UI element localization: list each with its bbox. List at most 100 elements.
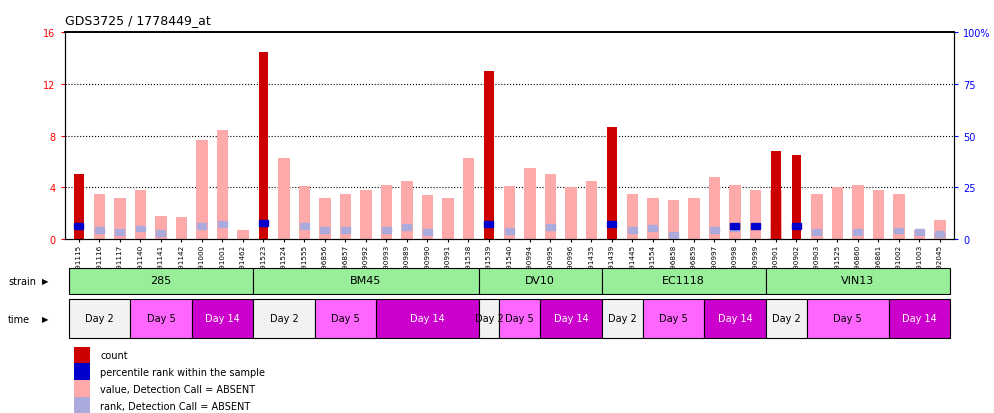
Text: Day 2: Day 2: [269, 313, 298, 323]
Bar: [93, 195, 105, 240]
Bar: [136, 226, 145, 232]
Bar: [627, 195, 638, 240]
Bar: [376, 299, 479, 339]
Text: time: time: [8, 314, 30, 324]
Bar: [95, 228, 104, 233]
Bar: [479, 268, 601, 294]
Bar: [192, 299, 253, 339]
Bar: [852, 185, 864, 240]
Bar: [731, 225, 740, 231]
Bar: [566, 188, 577, 240]
Bar: [422, 230, 432, 235]
Bar: [340, 195, 351, 240]
Bar: [894, 195, 905, 240]
Bar: [647, 198, 659, 240]
Bar: [156, 231, 165, 237]
Bar: [69, 299, 130, 339]
Bar: [130, 299, 192, 339]
Bar: [873, 190, 884, 240]
Bar: [75, 223, 83, 229]
Bar: [499, 299, 540, 339]
Bar: [854, 230, 863, 235]
Bar: [913, 230, 925, 240]
Bar: [198, 224, 207, 229]
Bar: [258, 221, 268, 226]
Bar: [484, 221, 493, 227]
Bar: [74, 380, 89, 399]
Bar: [546, 225, 555, 230]
Text: strain: strain: [8, 276, 36, 286]
Text: Day 14: Day 14: [554, 313, 588, 323]
Bar: [421, 196, 433, 240]
Text: Day 14: Day 14: [205, 313, 240, 323]
Bar: [74, 363, 89, 381]
Text: GDS3725 / 1778449_at: GDS3725 / 1778449_at: [65, 14, 211, 27]
Bar: [300, 224, 309, 229]
Bar: [545, 175, 556, 240]
Text: count: count: [100, 350, 128, 360]
Bar: [889, 299, 950, 339]
Text: value, Detection Call = ABSENT: value, Detection Call = ABSENT: [100, 384, 255, 394]
Bar: [934, 220, 945, 240]
Bar: [914, 230, 923, 235]
Bar: [935, 232, 944, 237]
Bar: [895, 228, 904, 234]
Bar: [114, 198, 125, 240]
Bar: [403, 225, 412, 230]
Bar: [253, 299, 315, 339]
Bar: [360, 190, 372, 240]
Text: Day 14: Day 14: [411, 313, 444, 323]
Bar: [524, 169, 536, 240]
Bar: [770, 190, 781, 240]
Bar: [115, 230, 124, 235]
Bar: [704, 299, 765, 339]
Bar: [155, 216, 167, 240]
Bar: [771, 152, 780, 240]
Bar: [601, 299, 643, 339]
Bar: [607, 127, 616, 240]
Bar: [540, 299, 601, 339]
Text: EC1118: EC1118: [662, 276, 705, 286]
Text: Day 2: Day 2: [607, 313, 636, 323]
Bar: [74, 397, 89, 413]
Bar: [812, 230, 821, 235]
Bar: [479, 299, 499, 339]
Text: VIN13: VIN13: [841, 276, 875, 286]
Bar: [299, 187, 310, 240]
Bar: [749, 190, 761, 240]
Text: Day 2: Day 2: [474, 313, 503, 323]
Bar: [341, 228, 350, 233]
Bar: [765, 268, 950, 294]
Bar: [218, 222, 227, 228]
Bar: [710, 228, 719, 233]
Bar: [253, 268, 479, 294]
Text: Day 14: Day 14: [902, 313, 936, 323]
Bar: [648, 225, 657, 231]
Bar: [484, 72, 494, 240]
Bar: [730, 185, 741, 240]
Bar: [643, 299, 704, 339]
Bar: [731, 224, 740, 229]
Bar: [607, 221, 616, 227]
Text: Day 5: Day 5: [505, 313, 534, 323]
Bar: [505, 228, 514, 234]
Bar: [504, 187, 515, 240]
Bar: [320, 228, 329, 233]
Bar: [176, 218, 187, 240]
Bar: [382, 228, 391, 233]
Bar: [688, 198, 700, 240]
Bar: [74, 346, 89, 364]
Text: Day 5: Day 5: [146, 313, 175, 323]
Text: percentile rank within the sample: percentile rank within the sample: [100, 367, 265, 377]
Bar: [196, 140, 208, 240]
Bar: [381, 185, 392, 240]
Bar: [792, 156, 801, 240]
Bar: [238, 230, 248, 240]
Bar: [278, 158, 289, 240]
Bar: [601, 268, 765, 294]
Text: ▶: ▶: [42, 276, 49, 285]
Text: Day 5: Day 5: [331, 313, 360, 323]
Bar: [258, 52, 268, 240]
Text: Day 2: Day 2: [85, 313, 114, 323]
Bar: [668, 201, 679, 240]
